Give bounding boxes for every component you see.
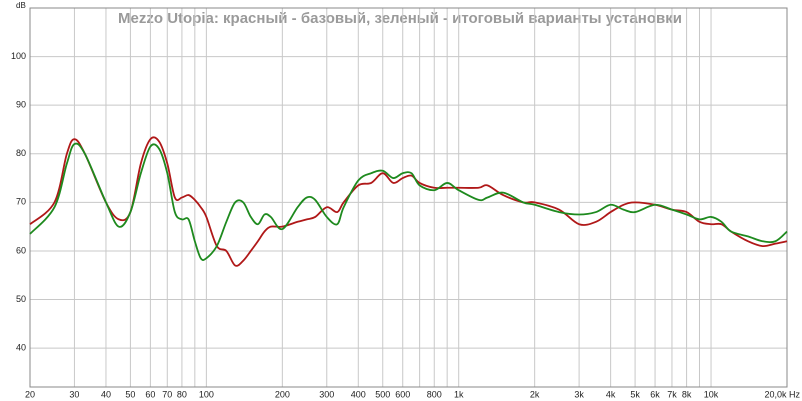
x-tick-label: 40: [101, 389, 111, 399]
chart-title: Mezzo Utopia: красный - базовый, зеленый…: [118, 10, 682, 27]
series-line: [29, 142, 788, 261]
x-tick-label: 300: [319, 389, 334, 399]
x-tick-label: 60: [145, 389, 155, 399]
y-tick-label: 40: [16, 343, 26, 353]
x-tick-label: 800: [427, 389, 442, 399]
x-tick-label: 100: [199, 389, 214, 399]
x-tick-label: 200: [275, 389, 290, 399]
x-tick-label: 50: [125, 389, 135, 399]
x-tick-label: 2k: [530, 389, 540, 399]
x-tick-label: 10k: [704, 389, 719, 399]
y-axis-label: dB: [16, 1, 26, 10]
x-tick-label: 400: [351, 389, 366, 399]
y-tick-label: 50: [16, 294, 26, 304]
x-tick-label: 7k: [667, 389, 677, 399]
x-tick-label: 600: [395, 389, 410, 399]
x-tick-label: 1k: [454, 389, 464, 399]
x-tick-label: 20,0k Hz: [764, 389, 800, 399]
plot-border: [29, 7, 788, 388]
x-tick-label: 8k: [682, 389, 692, 399]
x-tick-label: 500: [375, 389, 390, 399]
y-tick-label: 100: [11, 51, 26, 61]
x-tick-label: 4k: [606, 389, 616, 399]
x-tick-label: 6k: [650, 389, 660, 399]
x-tick-label: 30: [69, 389, 79, 399]
y-tick-label: 80: [16, 148, 26, 158]
x-tick-label: 5k: [630, 389, 640, 399]
x-tick-label: 20: [25, 389, 35, 399]
x-tick-label: 70: [162, 389, 172, 399]
y-tick-label: 70: [16, 197, 26, 207]
y-tick-label: 60: [16, 245, 26, 255]
y-tick-label: 90: [16, 100, 26, 110]
x-tick-label: 80: [177, 389, 187, 399]
series-line: [29, 136, 788, 267]
x-tick-label: 3k: [574, 389, 584, 399]
